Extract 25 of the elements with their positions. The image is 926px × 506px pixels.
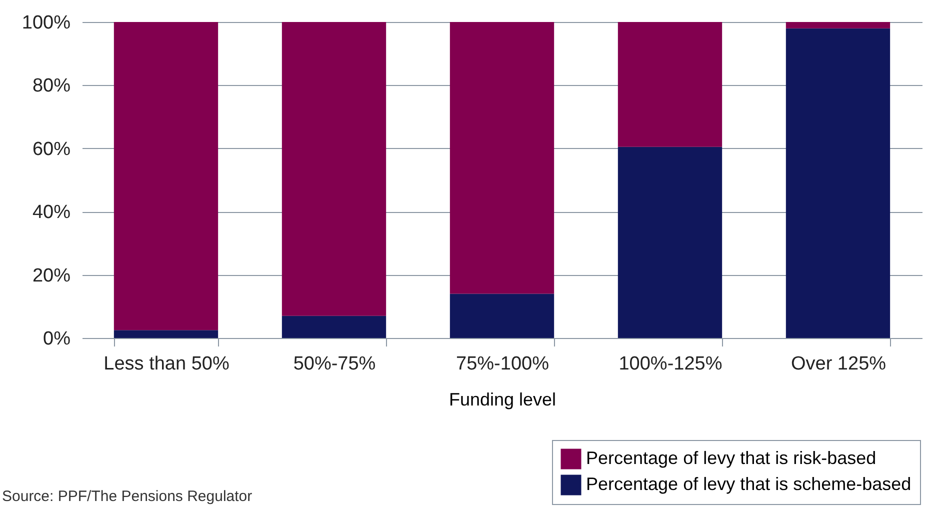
- bar: [450, 294, 554, 338]
- x-tick-label: 50%-75%: [293, 354, 376, 374]
- x-tick-label: Over 125%: [790, 354, 886, 374]
- bar: [786, 22, 890, 28]
- x-tick-label: 100%-125%: [618, 354, 722, 374]
- y-tick-label: 100%: [22, 12, 71, 34]
- y-tick-label: 80%: [32, 76, 71, 97]
- x-tick-label: Less than 50%: [104, 354, 230, 374]
- bar: [450, 22, 554, 294]
- legend-label: Percentage of levy that is scheme-based: [586, 474, 912, 494]
- bar: [282, 316, 386, 338]
- bar: [786, 28, 890, 338]
- y-tick-label: 0%: [43, 328, 71, 350]
- bar: [618, 22, 722, 147]
- bar: [618, 146, 722, 338]
- bar: [114, 330, 218, 338]
- legend-label: Percentage of levy that is risk-based: [586, 448, 876, 468]
- y-tick-label: 60%: [32, 138, 71, 160]
- x-axis-title: Funding level: [448, 390, 556, 410]
- source-note: Source: PPF/The Pensions Regulator: [2, 488, 252, 505]
- x-tick-label: 75%-100%: [456, 354, 550, 374]
- y-tick-label: 40%: [32, 202, 71, 224]
- y-tick-label: 20%: [32, 265, 71, 286]
- bar: [282, 22, 386, 316]
- bar: [114, 22, 218, 330]
